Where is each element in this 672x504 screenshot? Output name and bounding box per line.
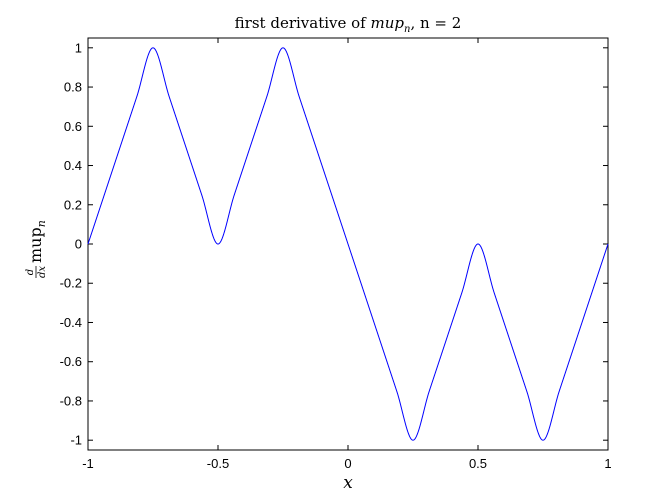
tick-labels: -1 -0.5 0 0.5 1 -1 -0.8 -0.6 -0.4 -0.2 0 0.2 0.4 0.6 0… [60, 40, 612, 471]
y-tick-label: 0.6 [64, 119, 82, 134]
x-axis-label: x [343, 473, 353, 493]
y-label-frac-num: d [25, 269, 36, 275]
chart-title: first derivative of mupn, n = 2 [235, 14, 462, 35]
y-tick-label: 1 [75, 40, 82, 55]
y-tick-label: -1 [70, 433, 82, 448]
y-tick-label: 0 [75, 237, 82, 252]
x-tick-label: -1 [82, 456, 94, 471]
series-line [87, 47, 609, 441]
y-tick-label: -0.2 [60, 276, 82, 291]
y-tick-label: 0.4 [64, 158, 82, 173]
ticks [87, 38, 609, 450]
x-tick-label: 1 [604, 456, 611, 471]
y-tick-label: 0.8 [64, 80, 82, 95]
x-tick-label: 0 [344, 456, 351, 471]
y-label-func: mupn [26, 220, 48, 263]
x-tick-label: -0.5 [207, 456, 229, 471]
x-tick-label: 0.5 [469, 456, 487, 471]
y-tick-label: -0.8 [60, 393, 82, 408]
y-tick-label: 0.2 [64, 197, 82, 212]
y-label-frac-den: dx [37, 266, 48, 278]
y-tick-label: -0.6 [60, 354, 82, 369]
y-axis-label: d dx mupn [25, 220, 48, 278]
y-tick-label: -0.4 [60, 315, 82, 330]
